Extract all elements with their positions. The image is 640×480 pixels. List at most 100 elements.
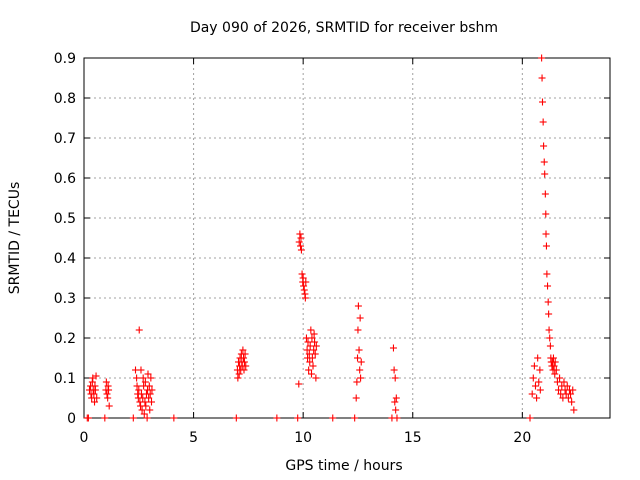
- data-point: [563, 382, 571, 390]
- data-point: [135, 386, 143, 394]
- data-point: [129, 414, 137, 422]
- data-point: [541, 190, 549, 198]
- data-point: [143, 414, 151, 422]
- data-point: [556, 374, 564, 382]
- data-point: [146, 390, 154, 398]
- data-point: [533, 394, 541, 402]
- data-point: [101, 414, 109, 422]
- data-point: [560, 378, 568, 386]
- data-point: [133, 382, 141, 390]
- data-point: [294, 414, 302, 422]
- x-tick-label: 20: [513, 430, 531, 446]
- data-point: [549, 354, 557, 362]
- data-point: [303, 346, 311, 354]
- data-point: [148, 398, 156, 406]
- data-point: [137, 366, 145, 374]
- data-point: [239, 346, 247, 354]
- data-point: [545, 326, 553, 334]
- data-point: [392, 406, 400, 414]
- data-point: [569, 386, 577, 394]
- x-tick-label: 10: [294, 430, 312, 446]
- data-point: [306, 342, 314, 350]
- data-point: [297, 234, 305, 242]
- data-point: [545, 310, 553, 318]
- chart-title: Day 090 of 2026, SRMTID for receiver bsh…: [190, 20, 498, 36]
- y-tick-label: 0.1: [54, 371, 76, 387]
- data-point: [295, 380, 303, 388]
- data-point: [531, 382, 539, 390]
- data-point: [310, 330, 318, 338]
- data-point: [306, 358, 314, 366]
- y-tick-label: 0.7: [54, 131, 76, 147]
- data-point: [146, 406, 154, 414]
- data-point: [355, 346, 363, 354]
- y-tick-label: 0.5: [54, 211, 76, 227]
- data-point: [550, 362, 558, 370]
- data-point: [240, 354, 248, 362]
- data-point: [354, 302, 362, 310]
- data-point: [552, 366, 560, 374]
- data-point: [296, 230, 304, 238]
- data-point: [305, 366, 313, 374]
- y-tick-label: 0.6: [54, 171, 76, 187]
- gridlines: [84, 58, 610, 418]
- data-point: [170, 414, 178, 422]
- data-point: [310, 346, 318, 354]
- data-point: [393, 414, 401, 422]
- data-point: [354, 326, 362, 334]
- data-point: [329, 414, 337, 422]
- data-point: [390, 366, 398, 374]
- data-point: [307, 370, 315, 378]
- data-point: [142, 402, 150, 410]
- data-point: [144, 370, 152, 378]
- data-point: [307, 326, 315, 334]
- data-point: [542, 242, 550, 250]
- data-point: [297, 246, 305, 254]
- data-point: [139, 374, 147, 382]
- data-point: [91, 386, 99, 394]
- data-point: [312, 342, 320, 350]
- data-point: [91, 398, 99, 406]
- data-point: [273, 414, 281, 422]
- plot-frame: [83, 57, 611, 419]
- data-point: [240, 366, 248, 374]
- data-point: [356, 366, 364, 374]
- data-point: [540, 142, 548, 150]
- data-point: [538, 54, 546, 62]
- data-point: [304, 338, 312, 346]
- data-point: [309, 362, 317, 370]
- data-point: [540, 158, 548, 166]
- x-axis-title: GPS time / hours: [285, 458, 402, 474]
- data-point: [543, 270, 551, 278]
- data-point: [529, 374, 537, 382]
- data-point: [148, 386, 156, 394]
- data-point: [546, 342, 554, 350]
- data-point: [104, 394, 112, 402]
- data-point: [300, 282, 308, 290]
- data-point: [298, 270, 306, 278]
- data-point: [553, 378, 561, 386]
- data-point: [354, 354, 362, 362]
- axis-ticks: [83, 57, 610, 419]
- data-point: [145, 382, 153, 390]
- data-point: [391, 398, 399, 406]
- data-point: [300, 286, 308, 294]
- data-point: [536, 366, 544, 374]
- x-tick-label: 5: [189, 430, 198, 446]
- data-point: [311, 350, 319, 358]
- x-tick-label: 15: [404, 430, 422, 446]
- data-point: [297, 242, 305, 250]
- data-point: [139, 394, 147, 402]
- data-point: [308, 334, 316, 342]
- data-point: [234, 374, 242, 382]
- y-tick-label: 0.8: [54, 91, 76, 107]
- data-point: [356, 314, 364, 322]
- data-point: [102, 378, 110, 386]
- data-point: [147, 374, 155, 382]
- data-point: [357, 374, 365, 382]
- data-point: [389, 344, 397, 352]
- data-point: [391, 374, 399, 382]
- data-point: [84, 414, 92, 422]
- data-point: [141, 398, 149, 406]
